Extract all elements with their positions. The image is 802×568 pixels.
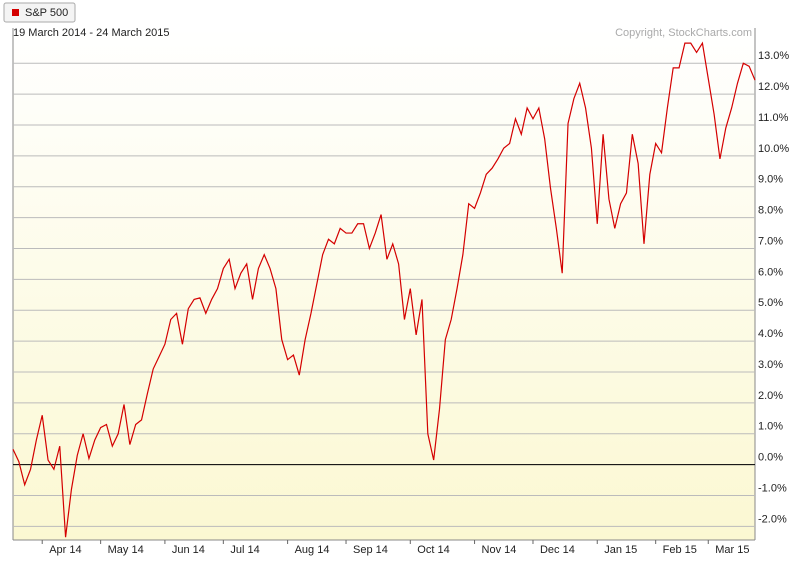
y-tick-label: 12.0% xyxy=(758,81,789,93)
x-tick-label: Apr 14 xyxy=(49,544,81,556)
x-tick-label: Jul 14 xyxy=(230,544,259,556)
x-tick-label: Sep 14 xyxy=(353,544,388,556)
x-tick-label: Dec 14 xyxy=(540,544,575,556)
x-tick-label: Jun 14 xyxy=(172,544,205,556)
y-tick-label: 2.0% xyxy=(758,390,783,402)
y-tick-label: 9.0% xyxy=(758,174,783,186)
y-tick-label: 10.0% xyxy=(758,143,789,155)
legend-swatch xyxy=(12,9,19,16)
subtitle: 19 March 2014 - 24 March 2015 xyxy=(13,27,170,39)
x-tick-label: May 14 xyxy=(108,544,144,556)
y-tick-label: 13.0% xyxy=(758,50,789,62)
line-series xyxy=(12,41,756,538)
y-tick-label: 8.0% xyxy=(758,205,783,217)
x-tick-label: Nov 14 xyxy=(482,544,517,556)
y-tick-label: 5.0% xyxy=(758,297,783,309)
copyright: Copyright, StockCharts.com xyxy=(615,27,752,39)
y-tick-label: -2.0% xyxy=(758,513,787,525)
plot-area xyxy=(13,28,755,540)
y-tick-label: 11.0% xyxy=(758,112,789,124)
y-tick-label: -1.0% xyxy=(758,482,787,494)
legend-box[interactable] xyxy=(3,2,76,23)
y-tick-label: 7.0% xyxy=(758,235,783,247)
legend-button[interactable]: S&P 500 xyxy=(3,2,76,23)
y-tick-label: 0.0% xyxy=(758,452,783,464)
x-tick-label: Feb 15 xyxy=(663,544,697,556)
x-tick-label: Oct 14 xyxy=(417,544,449,556)
x-tick-label: Mar 15 xyxy=(715,544,749,556)
y-tick-label: 6.0% xyxy=(758,266,783,278)
y-tick-label: 3.0% xyxy=(758,359,783,371)
legend-label: S&P 500 xyxy=(25,7,68,19)
y-tick-label: 4.0% xyxy=(758,328,783,340)
y-tick-label: 1.0% xyxy=(758,421,783,433)
x-tick-label: Jan 15 xyxy=(604,544,637,556)
x-tick-label: Aug 14 xyxy=(295,544,330,556)
